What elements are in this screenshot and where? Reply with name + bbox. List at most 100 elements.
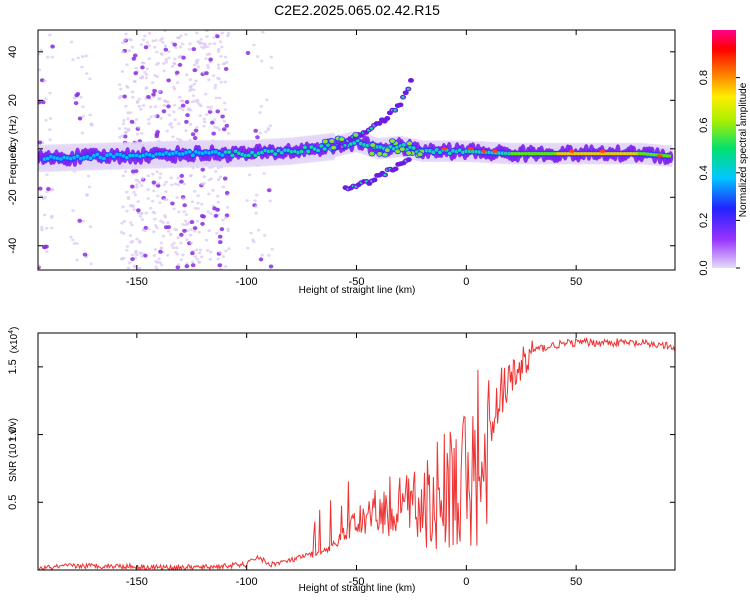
spectrogram-speckle: [131, 56, 137, 61]
spectrogram-speckle: [75, 91, 81, 96]
spectrogram-speckle: [215, 34, 220, 39]
band-hot: [598, 152, 601, 155]
trace-core: [406, 87, 410, 91]
colorbar-tick-label: 0.8: [698, 70, 710, 85]
spectrogram-speckle: [174, 70, 180, 75]
spectrogram-speckle: [175, 81, 180, 85]
spectrogram-speckle: [128, 111, 133, 115]
spectrogram-speckle: [223, 55, 228, 59]
band-hot: [569, 152, 573, 155]
spectrogram-speckle: [190, 263, 196, 268]
spectrogram-speckle: [132, 190, 136, 194]
spectrogram-speckle: [191, 94, 196, 98]
spectrogram-speckle: [208, 257, 213, 261]
spectrogram-speckle: [262, 171, 266, 175]
spectrogram-speckle: [123, 127, 128, 130]
spectrogram-speckle: [191, 47, 197, 52]
spectrogram-speckle: [146, 117, 151, 121]
spectrogram-speckle: [222, 101, 227, 105]
spectrogram-speckle: [155, 183, 161, 188]
band-core: [124, 155, 129, 160]
band-blob: [405, 150, 413, 156]
spectrogram-speckle: [73, 101, 79, 106]
band-hot: [545, 152, 549, 155]
spectrogram-speckle: [200, 202, 204, 206]
spectrogram-speckle: [138, 211, 143, 215]
upper-trace-mark: [407, 78, 414, 83]
x-tick-label: 0: [463, 576, 469, 588]
spectrogram-speckle: [88, 77, 92, 81]
spectrogram-speckle: [199, 37, 203, 41]
band-hot: [609, 152, 612, 155]
spectrogram-speckle: [177, 55, 181, 59]
spectrogram-speckle: [125, 248, 129, 252]
spectrogram-speckle: [167, 113, 172, 117]
spectrogram-speckle: [205, 53, 210, 56]
spectrogram-speckle: [120, 70, 125, 73]
spectrogram-speckle: [152, 254, 157, 257]
y-tick-label: -20: [7, 189, 19, 205]
spectrogram-speckle: [127, 49, 132, 53]
spectrogram-speckle: [184, 119, 189, 124]
band-hot: [510, 152, 513, 155]
spectrogram-speckle: [140, 252, 145, 256]
spectrogram-speckle: [192, 226, 198, 231]
spectrogram-speckle: [205, 113, 209, 117]
spectrogram-speckle: [137, 181, 142, 184]
spectrogram-speckle: [256, 228, 261, 232]
spectrogram-speckle: [208, 57, 213, 62]
spectrogram-speckle: [172, 42, 178, 47]
spectrogram-speckle: [38, 186, 43, 191]
spectrogram-speckle: [80, 131, 85, 135]
y-tick-label: 1.0: [7, 427, 19, 442]
spectrogram-speckle: [252, 43, 256, 47]
trace-core: [383, 173, 387, 177]
spectrogram-speckle: [158, 176, 162, 180]
band-hot: [637, 152, 641, 155]
band-core: [388, 145, 393, 149]
spectrogram-speckle: [76, 56, 80, 60]
band-blob: [352, 132, 360, 138]
spectrogram-speckle: [48, 128, 52, 132]
band-hot: [527, 152, 531, 155]
spectrogram-speckle: [69, 40, 74, 44]
spectrogram-speckle: [163, 99, 167, 102]
spectrogram-speckle: [217, 234, 223, 239]
band-core: [227, 150, 232, 154]
x-tick-label: 50: [570, 276, 582, 288]
spectrogram-speckle: [195, 100, 200, 104]
snr-frame: [37, 332, 676, 571]
y-tick-label: 20: [7, 94, 19, 106]
band-core: [437, 150, 442, 155]
colorbar-label: Normalized spectral amplitude: [738, 82, 749, 217]
spectrogram-speckle: [135, 185, 139, 189]
spectrogram-speckle: [129, 38, 133, 42]
band-hot: [516, 152, 520, 155]
spectrogram-speckle: [156, 182, 160, 185]
spectrogram-speckle: [40, 100, 46, 105]
spectrogram-speckle: [159, 219, 163, 223]
band-hot: [582, 152, 586, 155]
band-hot: [562, 152, 566, 155]
band-hot: [573, 152, 577, 155]
spectrogram-speckle: [132, 53, 138, 58]
x-tick-label: -150: [126, 276, 148, 288]
spectrogram-speckle: [213, 83, 218, 87]
band-hot: [639, 152, 643, 155]
spectrogram-x-label: Height of straight line (km): [299, 285, 416, 296]
spectrogram-speckle: [128, 234, 133, 237]
spectrogram-speckle: [193, 255, 198, 259]
spectrogram-speckle: [124, 170, 128, 173]
spectrogram-speckle: [170, 201, 175, 206]
spectrogram-speckle: [254, 205, 258, 208]
spectrogram-speckle: [176, 236, 180, 240]
spectrogram-speckle: [156, 194, 160, 198]
spectrogram-speckle: [203, 120, 207, 124]
spectrogram-speckle: [179, 232, 184, 237]
spectrogram-speckle: [177, 95, 182, 99]
spectrogram-speckle: [209, 105, 213, 109]
band-blob: [398, 146, 406, 152]
spectrogram-speckle: [185, 229, 190, 233]
spectrogram-speckle: [268, 124, 273, 128]
spectrogram-speckle: [188, 233, 193, 237]
